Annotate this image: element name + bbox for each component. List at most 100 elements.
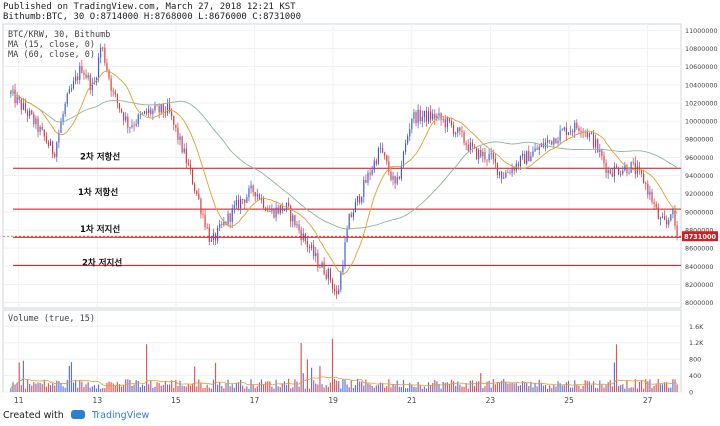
candle-body (561, 129, 563, 131)
volume-bar (258, 382, 260, 392)
candle-body (177, 127, 179, 140)
volume-bar (540, 382, 542, 392)
volume-bar (411, 385, 413, 392)
candle-body (371, 169, 373, 175)
candle-body (156, 105, 158, 107)
candle-body (615, 166, 618, 168)
ma60-legend[interactable]: MA (60, close, 0) (8, 50, 95, 60)
volume-bar (271, 386, 273, 392)
price-axis-tick-label: 8200000 (685, 281, 713, 289)
volume-bar (632, 387, 634, 392)
volume-bar (367, 383, 369, 392)
volume-bar (208, 387, 210, 392)
candle-body (97, 57, 100, 79)
candle-body (578, 128, 580, 131)
symbol-legend[interactable]: BTC/KRW, 30, Bithumb (8, 30, 111, 40)
candle-body (572, 131, 574, 133)
volume-bar (488, 380, 490, 392)
volume-bar (168, 384, 171, 392)
volume-bar (609, 380, 611, 392)
volume-bar (588, 381, 590, 392)
volume-bar (102, 388, 104, 392)
volume-bar (191, 383, 194, 392)
candle-body (237, 199, 240, 209)
candle-body (455, 132, 457, 135)
candle-body (198, 193, 200, 199)
volume-bar (112, 383, 114, 392)
volume-bar (292, 387, 294, 392)
volume-bar (70, 362, 73, 392)
volume-bar (528, 386, 530, 392)
candle-body (559, 130, 561, 141)
volume-bar (233, 387, 235, 392)
volume-bar (375, 385, 377, 392)
candle-body (592, 133, 595, 148)
volume-bar (647, 381, 649, 392)
volume-bar (24, 388, 27, 392)
volume-bar (175, 379, 177, 392)
tradingview-brand-link[interactable]: TradingView (91, 410, 150, 421)
candle-body (20, 99, 22, 110)
candle-body (653, 202, 655, 205)
candle-body (143, 111, 146, 114)
volume-bar (450, 379, 453, 392)
volume-bar (674, 379, 676, 392)
volume-bar (240, 379, 242, 392)
candle-body (18, 96, 20, 100)
candle-body (421, 116, 423, 122)
volume-legend[interactable]: Volume (true, 15) (8, 314, 95, 324)
volume-bar (150, 380, 152, 392)
volume-bar (567, 380, 570, 392)
price-axis-tick-label: 10400000 (685, 81, 718, 89)
volume-pane (2, 309, 682, 393)
volume-bar (141, 384, 144, 392)
volume-bar (275, 379, 277, 392)
candle-body (663, 216, 666, 220)
volume-bar (254, 388, 256, 392)
candle-body (603, 156, 605, 163)
candle-body (375, 160, 377, 164)
volume-bar (666, 382, 668, 392)
last-price-tag (682, 231, 718, 242)
candle-body (640, 169, 643, 174)
candle-body (273, 208, 275, 218)
candle-body (394, 175, 396, 184)
candle-body (367, 172, 369, 183)
candle-body (438, 113, 440, 116)
candle-body (436, 115, 438, 119)
volume-bar (356, 378, 359, 392)
candle-body (657, 207, 659, 220)
volume-bar (81, 381, 83, 392)
volume-bar (93, 385, 95, 392)
volume-bar (440, 388, 442, 392)
volume-bar (386, 386, 388, 392)
candle-body (29, 110, 31, 117)
candle-body (179, 136, 181, 140)
candle-body (534, 148, 536, 152)
candle-body (402, 151, 405, 167)
candle-body (77, 76, 79, 80)
volume-bar (83, 387, 85, 392)
candle-body (461, 131, 463, 133)
candle-body (521, 153, 524, 157)
volume-bar (100, 388, 102, 392)
candle-body (235, 199, 237, 206)
candle-body (342, 266, 344, 273)
volume-bar (530, 381, 532, 392)
candle-body (118, 102, 121, 109)
volume-bar (559, 383, 561, 392)
volume-bar (47, 383, 50, 392)
candle-body (244, 199, 246, 203)
candle-body (557, 140, 559, 144)
ma15-legend[interactable]: MA (15, close, 0) (8, 40, 95, 50)
candle-body (313, 245, 315, 257)
volume-bar (542, 385, 544, 392)
time-axis-tick-label: 19 (328, 396, 338, 405)
volume-bar (465, 383, 467, 392)
volume-axis-tick-label: 1.2K (689, 339, 704, 347)
candle-body (599, 150, 601, 152)
candle-body (327, 268, 329, 279)
volume-bar (361, 381, 363, 392)
volume-axis-tick-label: 0 (689, 389, 693, 397)
